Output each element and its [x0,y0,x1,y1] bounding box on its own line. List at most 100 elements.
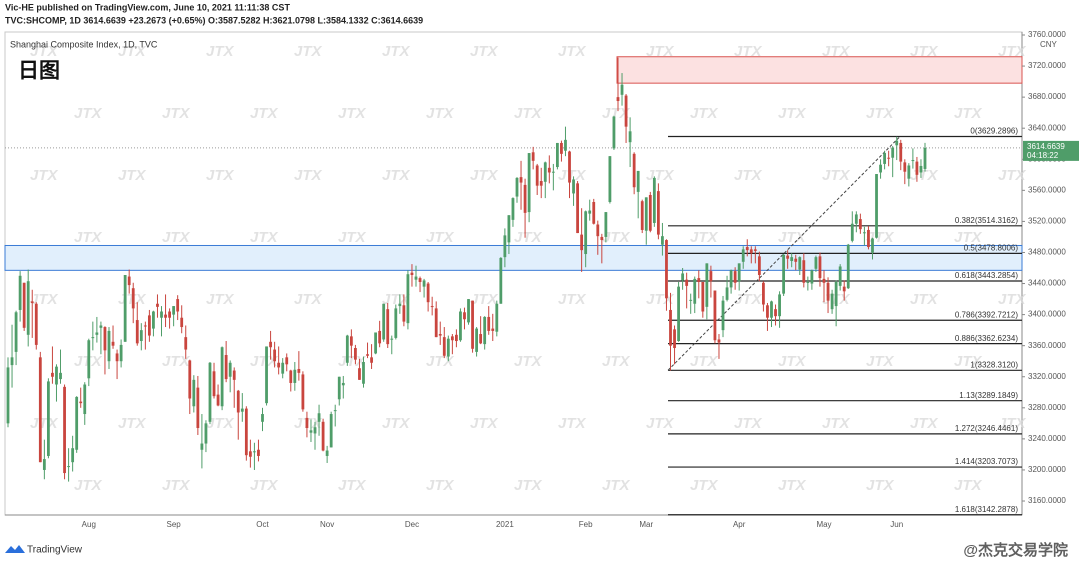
candle-body [18,275,22,310]
watermark: JTX [954,477,983,494]
candle-body [63,386,66,474]
watermark: JTX [162,353,191,370]
watermark: JTX [470,167,499,184]
x-tick-label: May [816,520,831,529]
candle-body [511,198,515,220]
candle-body [111,341,115,346]
candle-body [818,256,822,279]
brand-logo [5,545,25,553]
watermark: JTX [602,477,631,494]
watermark: JTX [910,291,939,308]
candle-body [398,303,402,307]
watermark: JTX [514,477,543,494]
candle-body [257,449,260,456]
candle-body [543,162,547,182]
watermark: JTX [558,43,587,60]
candle-body [55,366,58,385]
watermark: JTX [338,105,367,122]
candle-body [301,374,305,410]
fib-label: 1.414(3203.7073) [955,457,1019,466]
candle-body [446,338,450,357]
chart-title: Shanghai Composite Index, 1D, TVC [10,39,158,49]
watermark: JTX [294,291,323,308]
candle-body [628,131,632,143]
candle-body [410,272,414,275]
candle-body [253,451,256,453]
candle-body [717,339,721,343]
candle-body [244,408,248,456]
candle-body [406,274,410,324]
candle-body [689,299,693,301]
watermark: JTX [866,477,895,494]
candle-body [701,281,705,312]
candle-body [345,335,349,363]
x-tick-label: Apr [733,520,746,529]
watermark: JTX [30,167,59,184]
candle-body [329,414,333,448]
watermark: JTX [250,229,279,246]
candle-body [455,334,458,342]
candle-body [160,311,163,318]
candle-body [762,282,765,305]
candle-body [119,344,123,362]
candle-body [624,95,628,127]
candle-body [790,257,794,262]
candle-body [794,258,798,262]
y-tick-label: 3400.0000 [1028,310,1066,319]
candle-body [661,236,664,245]
candle-body [115,353,119,362]
watermark: JTX [558,415,587,432]
candle-body [293,369,297,383]
candle-body [450,336,454,341]
candle-body [156,303,159,307]
candle-body [863,232,866,234]
candle-body [83,384,87,415]
legend-line: TVC:SHCOMP, 1D 3614.6639 +23.2673 (+0.65… [5,15,423,25]
candle-body [620,84,624,95]
watermark: JTX [250,105,279,122]
x-tick-label: Aug [82,520,96,529]
watermark: JTX [646,43,675,60]
candle-body [67,466,70,468]
watermark: JTX [778,229,807,246]
candle-body [10,357,14,366]
candle-body [382,303,386,340]
candle-body [277,362,281,368]
candle-body [349,336,353,346]
candle-body [366,354,369,356]
candle-body [265,346,268,404]
candle-body [313,427,317,434]
candle-body [681,273,685,281]
candle-body [487,316,491,331]
fib-label: 1.13(3289.1849) [959,391,1018,400]
candle-body [802,260,806,283]
candle-body [248,451,252,457]
candle-body [22,282,26,328]
candle-body [269,341,272,348]
watermark: JTX [162,229,191,246]
y-tick-label: 3160.0000 [1028,496,1066,505]
candle-body [903,162,907,172]
candle-body [867,229,870,248]
fib-label: 1(3328.3120) [970,360,1018,369]
brand: TradingView [5,545,83,556]
publish-line: Vic-HE published on TradingView.com, Jun… [5,2,290,12]
watermark: JTX [822,43,851,60]
watermark: JTX [470,291,499,308]
candle-body [786,255,790,259]
fib-label: 0.786(3392.7212) [955,310,1019,319]
candle-body [915,161,919,175]
candle-body [212,371,216,397]
candle-body [394,308,398,338]
candle-body [568,151,571,183]
candle-body [709,271,713,282]
candle-body [123,275,127,342]
watermark: JTX [382,43,411,60]
candle-body [592,201,596,224]
candle-body [309,430,313,433]
chart-subtitle: 日图 [18,60,60,83]
y-tick-label: 3200.0000 [1028,465,1066,474]
watermark: JTX [382,167,411,184]
candle-body [38,357,42,463]
